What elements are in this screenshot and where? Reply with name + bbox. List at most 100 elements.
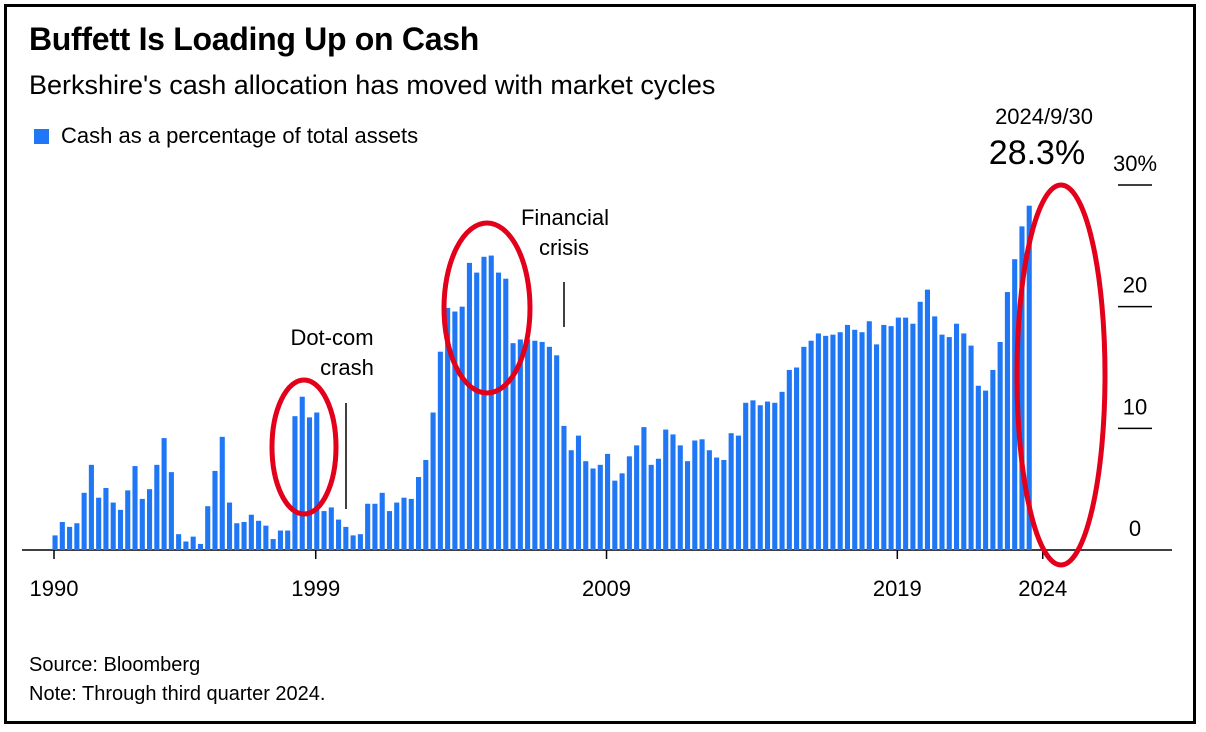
bar	[190, 536, 196, 550]
bar	[997, 341, 1003, 550]
bar	[241, 522, 247, 550]
bar	[815, 333, 821, 550]
bar	[808, 340, 814, 550]
bar	[692, 440, 698, 550]
dotcom-annotation-line2: crash	[320, 355, 374, 380]
bar	[299, 396, 305, 550]
last-date-label: 2024/9/30	[995, 104, 1093, 129]
bar	[917, 301, 923, 550]
bar	[663, 429, 669, 550]
bar	[423, 459, 429, 550]
bar	[474, 272, 480, 550]
footnote: Note: Through third quarter 2024.	[29, 683, 326, 705]
dotcom-annotation-line1: Dot-com	[290, 325, 373, 350]
bar	[321, 511, 327, 550]
bar	[226, 502, 233, 550]
bar	[852, 329, 858, 550]
bar	[1026, 205, 1032, 550]
bar	[139, 498, 145, 550]
bar	[67, 526, 73, 550]
x-tick-label: 2024	[1018, 576, 1067, 601]
bar	[561, 425, 567, 550]
bar	[430, 412, 436, 550]
bar	[859, 332, 865, 550]
legend-label: Cash as a percentage of total assets	[61, 123, 419, 148]
bar	[510, 343, 516, 550]
x-tick-label: 2009	[582, 576, 631, 601]
bar	[96, 497, 102, 550]
grid-layer: 0 10 20 30% 1990 1999 2009 2019 2024	[22, 151, 1172, 601]
bar	[1012, 259, 1018, 550]
x-tick-label: 1990	[30, 576, 79, 601]
bar	[837, 332, 843, 550]
bar	[590, 468, 596, 550]
bar	[466, 262, 472, 550]
bar	[612, 480, 618, 550]
bar	[554, 355, 560, 550]
bar	[823, 335, 829, 550]
bar	[183, 541, 189, 550]
y-tick-label: 10	[1123, 394, 1147, 419]
bar	[161, 438, 167, 550]
bar	[786, 369, 792, 550]
bar	[714, 457, 720, 550]
bar	[168, 472, 174, 550]
bar	[103, 487, 109, 550]
bar	[728, 433, 734, 550]
bar	[110, 502, 116, 550]
y-tick-label: 20	[1123, 273, 1147, 298]
bar	[641, 427, 647, 550]
bar	[772, 402, 778, 550]
bar	[677, 445, 683, 550]
bar	[939, 334, 945, 550]
bar	[866, 321, 872, 550]
bar	[416, 477, 422, 550]
bar	[481, 256, 487, 550]
legend-swatch	[34, 128, 49, 144]
bar	[154, 464, 160, 550]
bar	[721, 459, 727, 550]
bar	[990, 369, 996, 550]
bar	[961, 333, 967, 550]
bar	[488, 255, 494, 551]
bar	[328, 507, 334, 550]
bar	[532, 340, 538, 550]
bar	[59, 522, 65, 550]
bar	[539, 341, 545, 550]
dotcom-highlight-circle	[269, 377, 339, 517]
bar	[975, 385, 981, 550]
x-tick-label: 2019	[873, 576, 922, 601]
bar	[372, 503, 378, 550]
bar	[634, 445, 640, 550]
bar	[234, 523, 240, 550]
bar	[132, 466, 138, 550]
bar	[386, 511, 393, 550]
bar	[874, 344, 880, 550]
bar	[903, 317, 909, 550]
bar	[88, 464, 94, 550]
bar	[525, 339, 531, 550]
bars-layer	[52, 205, 1032, 551]
financial-highlight-circle	[441, 220, 533, 396]
bar	[706, 450, 712, 550]
bar	[81, 492, 87, 550]
chart-title: Buffett Is Loading Up on Cash	[29, 21, 479, 57]
bar	[147, 489, 153, 550]
bar	[117, 509, 124, 550]
source-note: Source: Bloomberg	[29, 654, 201, 676]
bar	[888, 326, 894, 550]
bar	[583, 461, 589, 550]
bar	[655, 458, 662, 550]
bar	[648, 464, 654, 550]
bar	[619, 473, 625, 550]
chart-frame: Buffett Is Loading Up on Cash Berkshire'…	[4, 4, 1196, 724]
bar	[205, 506, 211, 550]
bar	[365, 503, 371, 550]
bar	[343, 526, 349, 550]
bar	[350, 535, 356, 550]
bar	[401, 497, 407, 550]
bar	[750, 400, 756, 550]
bar	[946, 337, 952, 550]
financial-annotation-line2: crisis	[539, 235, 589, 260]
bar	[597, 464, 603, 550]
